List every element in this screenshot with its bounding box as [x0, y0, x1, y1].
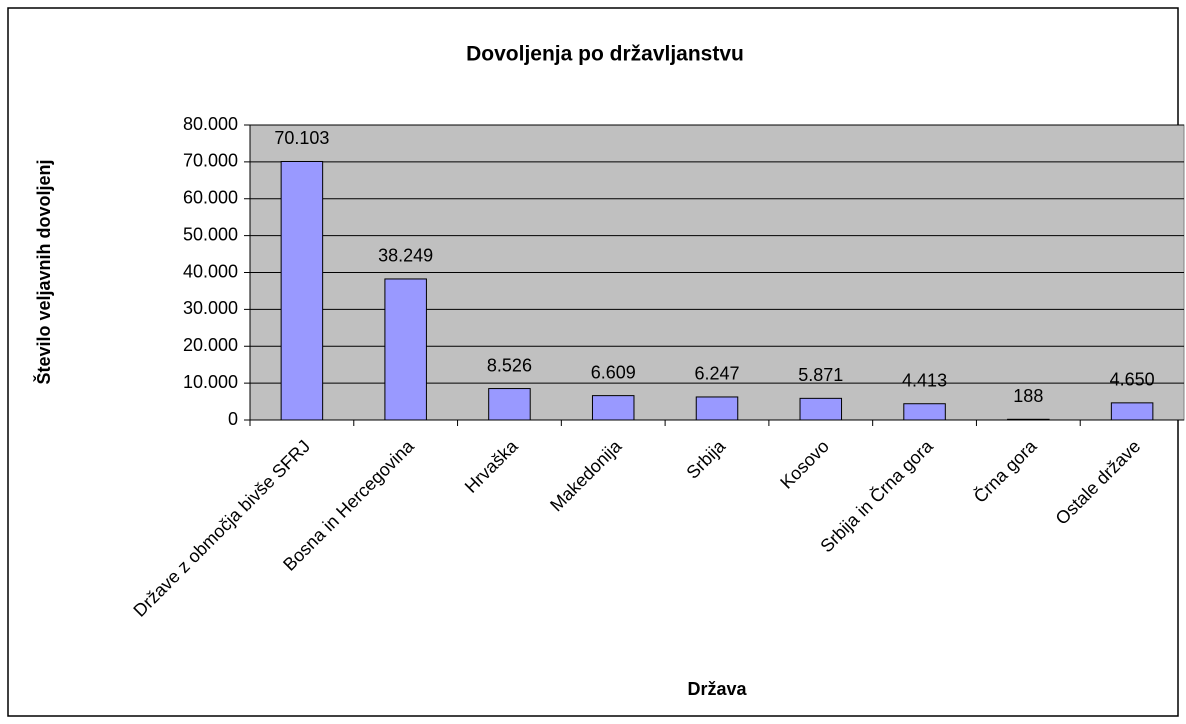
bar [1007, 418, 1050, 421]
bar [384, 278, 427, 421]
bar [1110, 402, 1154, 421]
y-tick-label: 50.000 [183, 224, 238, 244]
y-tick-label: 0 [228, 409, 238, 429]
value-label: 70.103 [274, 128, 329, 148]
x-axis-label: Država [687, 679, 747, 699]
value-label: 38.249 [378, 246, 433, 266]
y-tick-label: 20.000 [183, 335, 238, 355]
y-tick-label: 80.000 [183, 114, 238, 134]
value-label: 4.413 [902, 370, 947, 390]
value-label: 8.526 [487, 355, 532, 375]
y-tick-label: 60.000 [183, 188, 238, 208]
bar [591, 395, 635, 421]
y-tick-label: 30.000 [183, 298, 238, 318]
bar [488, 388, 531, 421]
y-axis-label: Število veljavnih dovoljenj [33, 159, 54, 384]
bar [280, 160, 324, 421]
bar [799, 397, 843, 421]
value-label: 6.609 [591, 362, 636, 382]
chart-title: Dovoljenja po državljanstvu [466, 43, 744, 66]
y-tick-label: 10.000 [183, 372, 238, 392]
bar [695, 396, 739, 421]
value-label: 5.871 [798, 365, 843, 385]
value-label: 188 [1013, 386, 1043, 406]
y-tick-label: 70.000 [183, 151, 238, 171]
y-tick-label: 40.000 [183, 261, 238, 281]
value-label: 6.247 [694, 364, 739, 384]
bar [903, 403, 946, 421]
value-label: 4.650 [1110, 370, 1155, 390]
